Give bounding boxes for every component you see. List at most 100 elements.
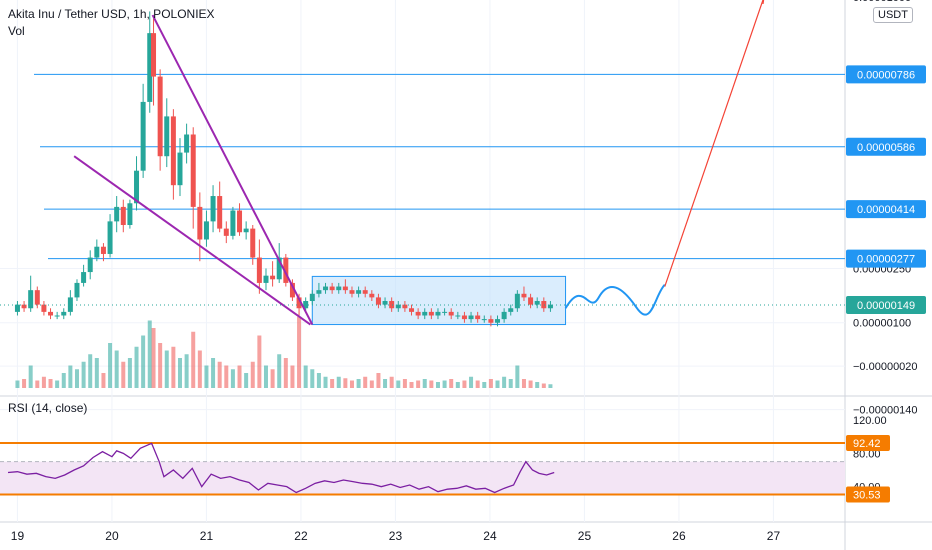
candle-body	[409, 308, 415, 312]
price-level-badge	[846, 200, 926, 219]
volume-bar	[389, 376, 394, 388]
volume-bar	[151, 328, 156, 388]
time-tick-label: 22	[294, 529, 308, 543]
volume-bar	[48, 379, 53, 388]
candle-body	[356, 290, 362, 294]
candle-body	[541, 301, 547, 309]
volume-bar	[310, 369, 315, 388]
candle-body	[442, 311, 448, 313]
price-level-badge	[846, 137, 926, 156]
candle-body	[164, 116, 170, 157]
projection-arrow[interactable]	[664, 0, 764, 287]
volume-bar	[515, 365, 520, 388]
candle-body	[140, 101, 146, 171]
candle-body	[461, 315, 467, 320]
candle-body	[342, 286, 348, 291]
volume-bar	[283, 358, 288, 388]
volume-bar	[277, 354, 282, 388]
candle-body	[210, 196, 216, 222]
volume-bar	[449, 379, 454, 388]
volume-bar	[482, 382, 487, 388]
time-tick-label: 25	[578, 529, 592, 543]
candle-body	[336, 286, 342, 291]
rsi-level-badge	[846, 434, 890, 451]
volume-bar	[488, 379, 493, 388]
candle-body	[455, 315, 461, 317]
wedge-upper-line[interactable]	[151, 14, 314, 326]
price-level-label: 0.00000786	[857, 69, 915, 81]
candle-body	[382, 301, 388, 305]
candle-body	[14, 304, 20, 312]
candle-body	[100, 246, 106, 254]
price-level-badge	[846, 65, 926, 84]
volume-bar	[68, 365, 73, 388]
price-level-badge	[846, 249, 926, 268]
volume-bar	[323, 376, 328, 388]
candle-body	[170, 116, 176, 186]
candle-body	[270, 275, 276, 280]
candle-body	[389, 301, 395, 309]
rsi-level-badge	[846, 486, 890, 503]
volume-bar	[270, 369, 275, 388]
candle-body	[48, 311, 54, 316]
candle-body	[329, 286, 335, 291]
last-price-label: 0.00000149	[857, 300, 915, 312]
candle-body	[521, 293, 527, 298]
price-tick-label: 0.00000100	[853, 318, 911, 330]
volume-bar	[164, 350, 169, 388]
volume-bar	[250, 361, 255, 388]
volume-bar	[191, 331, 196, 388]
volume-bar	[356, 379, 361, 388]
range-box[interactable]	[311, 275, 567, 326]
candle-body	[283, 257, 289, 283]
candle-body	[250, 228, 256, 258]
volume-bar	[363, 376, 368, 388]
candle-body	[74, 282, 80, 298]
price-level-label: 0.00000277	[857, 254, 915, 266]
volume-bar	[330, 379, 335, 388]
volume-bar	[442, 380, 447, 388]
time-tick-label: 21	[200, 529, 214, 543]
rsi-line	[7, 442, 555, 494]
volume-bar	[263, 365, 268, 388]
volume-bar	[108, 343, 113, 388]
volume-bar	[15, 380, 20, 388]
candle-body	[362, 290, 368, 294]
rsi-tick-label: 120.00	[853, 415, 887, 427]
rsi-label[interactable]: RSI (14, close)	[8, 401, 88, 415]
volume-bar	[28, 365, 33, 388]
candle-body	[375, 297, 381, 305]
candle-body	[289, 282, 295, 298]
candle-body	[230, 210, 236, 236]
candle-body	[127, 203, 133, 225]
candle-body	[54, 315, 60, 317]
price-level-label: 0.00000414	[857, 204, 915, 216]
candle-body	[309, 293, 315, 302]
candle-body	[203, 221, 209, 240]
volume-bar	[343, 378, 348, 388]
candle-body	[488, 319, 494, 323]
projection-wave[interactable]	[564, 284, 666, 316]
volume-bar	[22, 379, 27, 388]
volume-bar	[502, 376, 507, 388]
volume-bar	[402, 379, 407, 388]
volume-bar	[495, 380, 500, 388]
volume-bar	[297, 316, 302, 388]
volume-bar	[74, 369, 79, 388]
currency-selector[interactable]: USDT	[873, 7, 913, 23]
volume-bar	[121, 361, 126, 388]
candle-body	[468, 315, 474, 320]
volume-bar	[455, 382, 460, 388]
volume-bar	[88, 354, 93, 388]
candle-body	[435, 311, 441, 316]
rsi-level-label: 30.53	[853, 490, 881, 502]
candle-body	[428, 311, 434, 316]
volume-bar	[349, 380, 354, 388]
time-tick-label: 19	[11, 529, 25, 543]
time-tick-label: 23	[389, 529, 403, 543]
symbol-title[interactable]: Akita Inu / Tether USD, 1h, POLONIEX	[8, 7, 215, 21]
wedge-lower-line[interactable]	[73, 155, 311, 326]
